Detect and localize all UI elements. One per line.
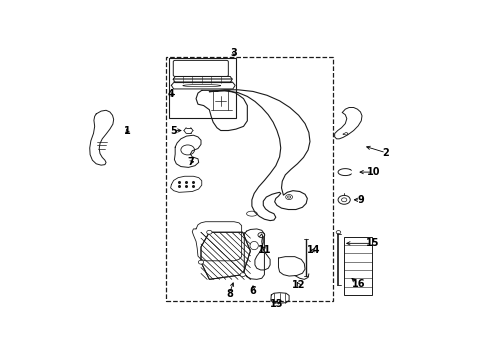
Bar <box>166 57 333 301</box>
Text: 14: 14 <box>307 245 320 255</box>
Text: 10: 10 <box>367 167 380 177</box>
Polygon shape <box>201 232 250 279</box>
Circle shape <box>207 230 212 234</box>
Text: 16: 16 <box>351 279 365 289</box>
Text: 1: 1 <box>124 126 131 135</box>
Bar <box>170 58 236 118</box>
Text: 7: 7 <box>187 157 194 167</box>
Text: 9: 9 <box>357 195 364 205</box>
Text: 12: 12 <box>292 280 306 290</box>
Text: 11: 11 <box>258 245 272 255</box>
Text: 5: 5 <box>171 126 177 135</box>
Text: 15: 15 <box>366 238 379 248</box>
Circle shape <box>198 260 204 264</box>
Text: 2: 2 <box>383 148 390 158</box>
Text: 4: 4 <box>167 90 174 99</box>
Text: 13: 13 <box>270 299 283 309</box>
Circle shape <box>336 231 341 234</box>
Text: 3: 3 <box>231 48 238 58</box>
Text: 8: 8 <box>226 288 233 298</box>
Text: 6: 6 <box>249 286 256 296</box>
Circle shape <box>240 273 245 276</box>
Bar <box>344 237 371 295</box>
